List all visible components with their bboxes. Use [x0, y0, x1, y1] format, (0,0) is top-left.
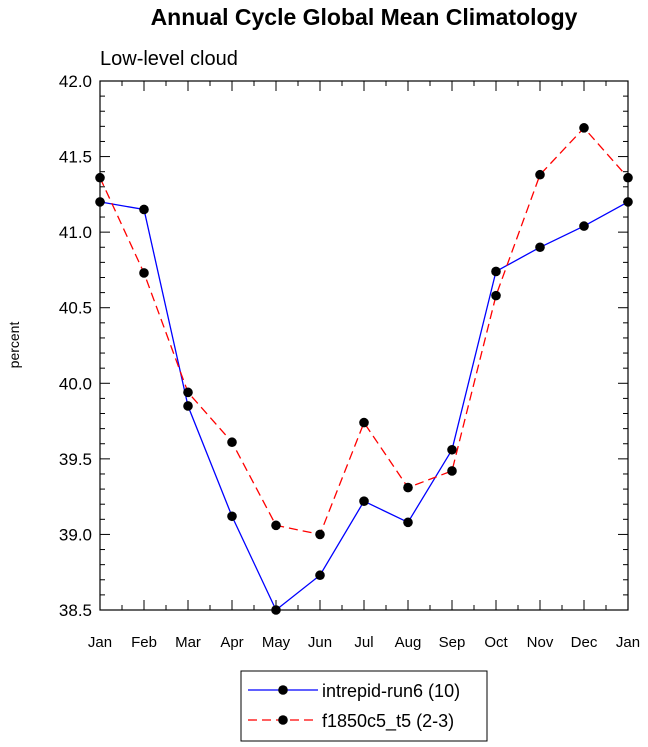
data-point-2 [227, 437, 237, 448]
data-point-1 [271, 605, 281, 615]
series-line-1 [99, 201, 629, 612]
data-point-2 [579, 123, 589, 133]
x-tick-label: Jan [88, 634, 112, 651]
data-point-1 [183, 401, 193, 411]
data-point-2 [447, 466, 457, 476]
legend-marker-1 [278, 685, 288, 695]
series-layer [95, 123, 633, 615]
legend-box [240, 670, 488, 742]
data-point-1 [579, 221, 589, 231]
chart-subtitle: Low-level cloud [100, 48, 238, 70]
data-point-1 [139, 204, 149, 215]
y-tick-label: 42.0 [59, 72, 92, 91]
x-tick-label: Mar [175, 634, 201, 651]
x-tick-label: Oct [484, 634, 508, 651]
y-tick-label: 38.5 [59, 601, 92, 620]
data-point-2 [315, 529, 325, 540]
y-tick-label: 40.0 [59, 374, 92, 393]
y-tick-label: 41.5 [59, 148, 92, 167]
plot-frame [99, 80, 629, 611]
x-tick-label: Jul [354, 634, 373, 651]
data-point-1 [491, 266, 501, 277]
data-point-2 [491, 290, 501, 301]
legend-label-1: intrepid-run6 (10) [322, 681, 460, 701]
y-tick-label: 39.5 [59, 450, 92, 469]
data-point-2 [623, 172, 633, 183]
legend: intrepid-run6 (10) f1850c5_t5 (2-3) [240, 670, 488, 742]
y-tick-label: 41.0 [59, 223, 92, 242]
x-tick-label: Nov [527, 634, 554, 651]
data-point-1 [95, 197, 105, 207]
data-point-1 [227, 511, 237, 522]
x-tick-label: Jun [308, 634, 332, 651]
legend-label-2: f1850c5_t5 (2-3) [322, 711, 454, 732]
y-axis-label: percent [6, 322, 22, 369]
x-tick-label: Aug [395, 634, 422, 651]
data-point-1 [315, 570, 325, 581]
data-point-1 [623, 197, 633, 207]
data-point-2 [95, 172, 105, 183]
data-point-2 [359, 417, 369, 428]
data-point-2 [271, 520, 281, 531]
series-line-2 [99, 126, 629, 536]
data-point-2 [139, 268, 149, 278]
y-tick-label: 39.0 [59, 525, 92, 544]
data-point-2 [403, 482, 413, 493]
chart-title: Annual Cycle Global Mean Climatology [151, 4, 578, 30]
x-tick-label: Dec [571, 634, 598, 651]
data-point-2 [535, 169, 545, 180]
data-point-2 [183, 387, 193, 398]
x-tick-label: Apr [220, 634, 243, 651]
legend-marker-2 [278, 715, 288, 725]
x-tick-label: Jan [616, 634, 640, 651]
x-tick-label: Feb [131, 634, 157, 651]
axes: 38.5 39.0 39.5 40.0 40.5 41.0 41.5 42.0 Jan Feb Ma… [59, 72, 640, 651]
data-point-1 [447, 444, 457, 455]
data-point-1 [535, 242, 545, 253]
y-tick-label: 40.5 [59, 299, 92, 318]
x-tick-label: May [262, 634, 291, 651]
data-point-1 [359, 496, 369, 506]
data-point-1 [403, 517, 413, 528]
x-tick-label: Sep [439, 634, 466, 651]
